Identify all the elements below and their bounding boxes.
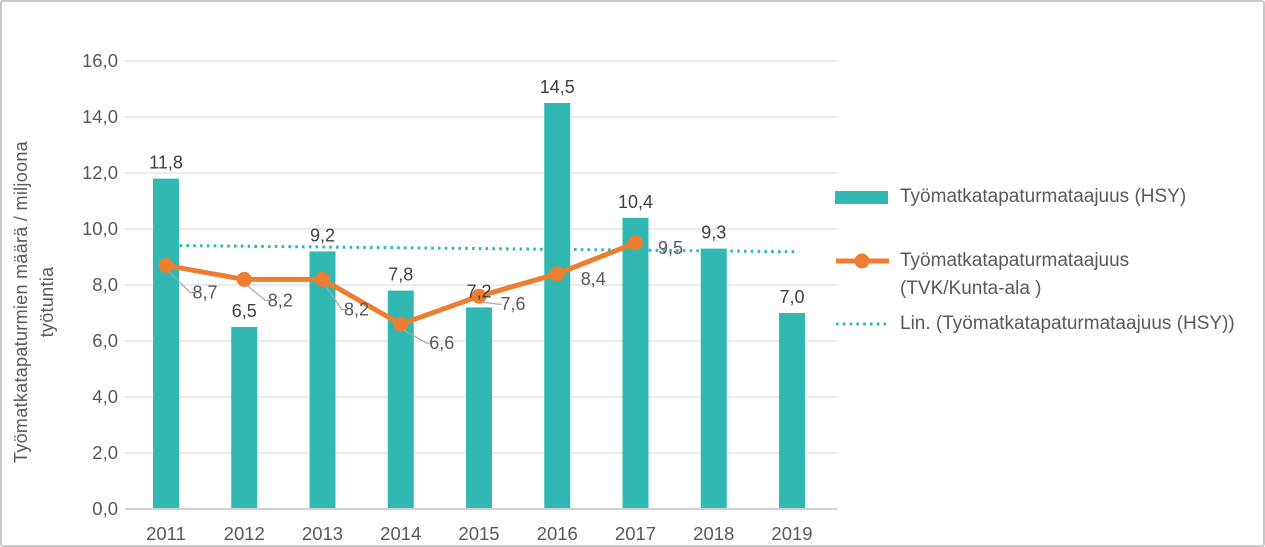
bar-label: 6,5: [232, 301, 257, 321]
legend-line-swatch: [835, 253, 891, 275]
legend-label-tvk: Työmatkatapaturmataajuus (TVK/Kunta-ala …: [900, 247, 1129, 303]
bar-2019[interactable]: [779, 313, 805, 509]
legend-label-tvk-line1: Työmatkatapaturmataajuus: [900, 250, 1130, 271]
bar-label: 7,2: [466, 281, 491, 301]
legend-item-trendline[interactable]: Lin. (Työmatkatapaturmataajuus (HSY)): [835, 313, 1235, 335]
y-tick-label: 12,0: [82, 162, 118, 183]
tvk-point-2015[interactable]: [471, 288, 487, 304]
leader-line: [481, 301, 502, 305]
y-tick-label: 6,0: [92, 330, 118, 351]
legend-item-tvk-line[interactable]: Työmatkatapaturmataajuus (TVK/Kunta-ala …: [835, 247, 1129, 303]
bar-2017[interactable]: [622, 217, 649, 510]
legend-item-hsy-bars[interactable]: Työmatkatapaturmataajuus (HSY): [835, 186, 1186, 208]
line-label: 8,7: [192, 282, 217, 302]
tvk-point-2016[interactable]: [549, 266, 565, 282]
tvk-point-2012[interactable]: [236, 271, 252, 287]
line-label: 6,6: [429, 333, 454, 353]
x-tick-label: 2016: [537, 523, 578, 544]
y-tick-label: 0,0: [92, 498, 118, 519]
bar-label: 9,2: [310, 225, 335, 245]
y-tick-label: 4,0: [92, 386, 118, 407]
bar-label: 9,3: [701, 223, 726, 243]
bar-label: 14,5: [540, 77, 575, 97]
x-tick-label: 2015: [458, 523, 499, 544]
y-tick-label: 10,0: [82, 218, 118, 239]
y-tick-label: 8,0: [92, 274, 118, 295]
x-tick-label: 2019: [771, 523, 812, 544]
line-label: 7,6: [500, 294, 525, 314]
bar-2011[interactable]: [153, 178, 179, 509]
x-tick-label: 2013: [302, 523, 343, 544]
legend-bar-swatch: [835, 190, 891, 204]
bar-2018[interactable]: [700, 248, 727, 509]
x-tick-label: 2011: [146, 523, 186, 544]
bar-label: 7,0: [779, 287, 804, 307]
legend-label-trendline: Lin. (Työmatkatapaturmataajuus (HSY)): [900, 313, 1235, 334]
x-tick-label: 2017: [615, 523, 656, 544]
tvk-point-2013[interactable]: [315, 271, 330, 287]
line-label: 8,4: [581, 269, 606, 289]
line-label: 8,2: [268, 290, 293, 310]
x-tick-label: 2018: [693, 523, 734, 544]
bar-label: 10,4: [618, 192, 653, 212]
legend-line-swatch-icon: [836, 253, 889, 269]
x-tick-label: 2014: [380, 523, 421, 544]
bar-2015[interactable]: [466, 307, 492, 509]
bar-2013[interactable]: [309, 251, 336, 509]
bar-label: 7,8: [388, 265, 413, 285]
legend-label-hsy: Työmatkatapaturmataajuus (HSY): [900, 186, 1187, 207]
bar-2012[interactable]: [231, 327, 258, 509]
y-tick-label: 14,0: [82, 106, 118, 127]
legend-label-tvk-line2: (TVK/Kunta-ala ): [900, 278, 1042, 299]
legend-trendline-swatch: [835, 313, 891, 335]
tvk-point-2014[interactable]: [393, 316, 409, 332]
leader-line: [168, 270, 194, 293]
y-tick-label: 2,0: [92, 442, 118, 463]
tvk-point-2011[interactable]: [158, 257, 174, 273]
trendline[interactable]: [165, 243, 798, 254]
bar-label: 11,8: [149, 153, 183, 173]
legend-trendline-swatch-icon: [836, 322, 889, 326]
y-tick-label: 16,0: [82, 50, 118, 71]
line-label: 9,5: [658, 238, 683, 258]
leader-line: [403, 329, 431, 344]
leader-line: [325, 285, 346, 310]
tvk-point-2017[interactable]: [628, 235, 643, 251]
x-tick-label: 2012: [224, 523, 265, 544]
line-label: 8,2: [344, 299, 369, 319]
bar-2016[interactable]: [544, 103, 571, 509]
leader-line: [246, 284, 270, 301]
